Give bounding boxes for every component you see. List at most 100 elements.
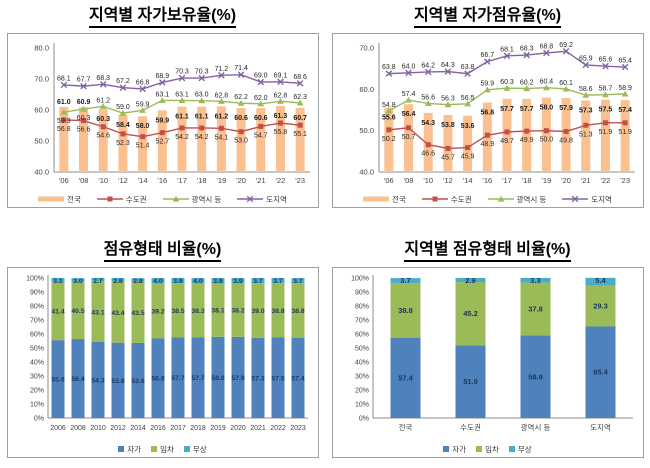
svg-text:51.4: 51.4 <box>135 142 149 149</box>
x-tick-label: '20 <box>236 176 246 185</box>
svg-text:55.8: 55.8 <box>273 129 287 136</box>
bar <box>275 105 285 172</box>
svg-text:38.3: 38.3 <box>191 308 204 315</box>
bar <box>541 97 551 172</box>
stacked-bar: 53.8 43.4 2.8 <box>111 277 124 418</box>
svg-text:56.8: 56.8 <box>57 126 71 133</box>
triangle-marker <box>424 99 432 106</box>
bar-segment <box>191 283 204 337</box>
svg-text:56.4: 56.4 <box>71 376 84 383</box>
y-tick-label: 60% <box>354 331 368 338</box>
square-marker <box>464 144 470 150</box>
legend-marker-triangle <box>487 195 514 202</box>
bar <box>462 115 472 172</box>
y-tick-label: 60.0 <box>34 105 49 114</box>
legend-marker-square <box>151 446 158 453</box>
x-marker <box>444 67 451 75</box>
bar-segment <box>455 344 485 418</box>
svg-text:57.5: 57.5 <box>271 375 284 382</box>
y-tick-label: 40% <box>29 359 43 366</box>
square-marker <box>107 196 113 202</box>
svg-text:38.1: 38.1 <box>211 307 224 314</box>
y-tick-label: 20% <box>29 387 43 394</box>
square-marker <box>602 119 608 125</box>
svg-text:2.8: 2.8 <box>113 278 123 285</box>
triangle-marker <box>542 84 550 90</box>
square-marker <box>100 123 106 129</box>
svg-text:38.2: 38.2 <box>231 307 244 314</box>
x-tick-label: '06 <box>383 176 393 185</box>
x-tick-label: 2014 <box>130 425 146 432</box>
svg-text:60.6: 60.6 <box>234 115 248 122</box>
svg-text:59.3: 59.3 <box>57 118 71 125</box>
x-marker <box>178 74 185 81</box>
svg-text:54.3: 54.3 <box>421 119 435 126</box>
x-marker <box>217 71 225 79</box>
svg-text:3.7: 3.7 <box>293 278 303 285</box>
svg-text:61.2: 61.2 <box>96 97 110 104</box>
svg-text:57.7: 57.7 <box>519 105 533 112</box>
svg-text:62.0: 62.0 <box>253 94 267 101</box>
square-marker <box>405 124 411 130</box>
svg-text:58.9: 58.9 <box>528 372 543 381</box>
svg-text:58.4: 58.4 <box>116 122 130 129</box>
bar-segment <box>211 336 224 418</box>
bar-segment <box>211 277 224 284</box>
y-tick-label: 50.0 <box>34 136 49 145</box>
x-tick-label: 2023 <box>290 425 306 432</box>
x-tick-label: '23 <box>295 176 305 185</box>
svg-text:43.5: 43.5 <box>131 310 144 317</box>
x-tick-label: '14 <box>137 176 147 185</box>
chart-box: 100% 90% 80% 70% 60% 50% 40% 30% 20% 10% 0% 55.6 41.… <box>6 266 319 458</box>
line-series-1 <box>59 96 304 116</box>
x-tick-label: 2006 <box>50 425 66 432</box>
square-marker <box>139 133 145 139</box>
stacked-bar: 57.5 38.8 3.7 <box>271 277 284 418</box>
x-tick-label: '16 <box>157 176 167 185</box>
legend-item: 자가 <box>443 444 466 455</box>
triangle-marker <box>522 84 530 91</box>
svg-text:39.0: 39.0 <box>251 308 264 315</box>
bar <box>58 106 68 172</box>
square-marker <box>238 128 244 134</box>
square-marker <box>484 132 490 138</box>
svg-text:2.9: 2.9 <box>465 276 475 285</box>
y-tick-label: 70% <box>29 317 43 324</box>
legend-marker-square <box>118 446 125 453</box>
triangle-marker <box>158 96 166 103</box>
x-marker <box>119 83 126 91</box>
bar-segment <box>455 277 485 282</box>
bar-segment <box>171 336 184 418</box>
triangle-marker <box>384 107 392 114</box>
data-labels: 55.6 56.4 54.3 53.8 53.6 56.8 57.7 57.7 58.0 57.9… <box>382 41 632 161</box>
svg-text:60.3: 60.3 <box>500 79 514 86</box>
triangle-marker <box>601 91 609 97</box>
legend-item: 자가 <box>118 444 141 455</box>
bar-segment <box>520 335 550 418</box>
chart-box: 100% 90% 80% 70% 60% 50% 40% 30% 20% 10% 0% 57.4 38.… <box>331 266 644 458</box>
svg-text:59.9: 59.9 <box>155 117 169 124</box>
chart-box: 70.0 60.0 50.0 40.0 '06 '08 '10 '12 '14 '16 '17 '18… <box>331 32 644 208</box>
triangle-marker <box>444 101 451 107</box>
square-marker <box>80 117 86 123</box>
svg-text:70.3: 70.3 <box>175 68 189 75</box>
svg-text:49.8: 49.8 <box>559 137 573 144</box>
bar-segment <box>520 277 550 283</box>
svg-text:55.6: 55.6 <box>382 114 396 121</box>
svg-text:68.9: 68.9 <box>155 73 169 80</box>
x-marker <box>404 69 412 76</box>
svg-text:51.9: 51.9 <box>598 128 612 135</box>
triangle-marker <box>404 96 412 103</box>
x-marker <box>276 78 284 85</box>
bar-segment <box>211 283 224 337</box>
chart-panel-ownership-rate: 지역별 자가보유율(%) 80.0 70.0 60.0 50.0 40.0 '06 '08 '… <box>0 0 325 234</box>
bar <box>78 106 88 172</box>
svg-text:51.3: 51.3 <box>578 131 592 138</box>
svg-text:59.0: 59.0 <box>116 104 130 111</box>
chart-title: 점유형태 비율(%) <box>103 241 222 262</box>
y-tick-label: 90% <box>354 289 368 296</box>
y-tick-label: 40.0 <box>359 167 374 176</box>
x-marker <box>522 51 530 58</box>
legend-marker-square <box>183 446 190 453</box>
triangle-marker <box>581 91 589 98</box>
